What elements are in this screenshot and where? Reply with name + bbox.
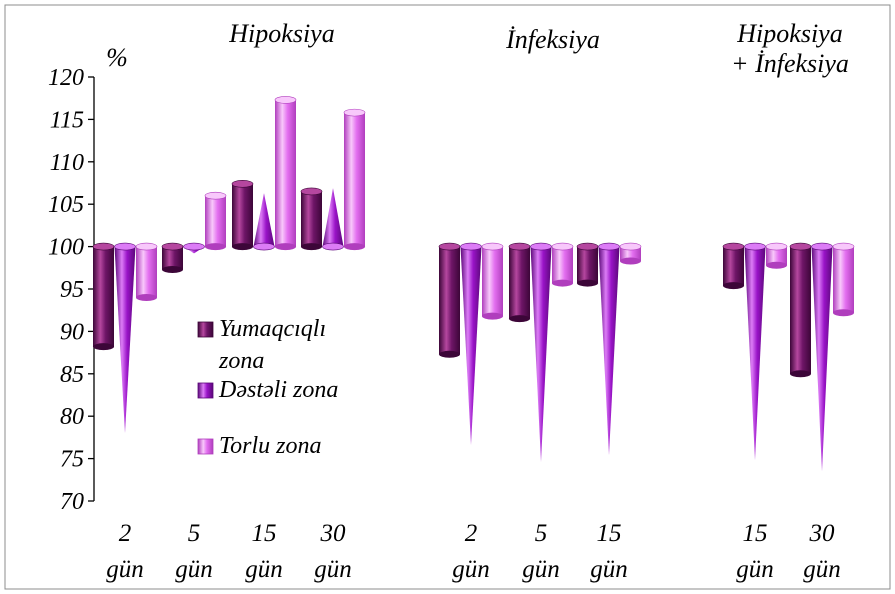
legend: Yumaqcıqlı zona Dəstəli zona Torlu zona [197,316,338,459]
group-title: Hipoksiya + İnfeksiya [731,19,849,78]
legend-item: Dəstəli zona [197,377,338,403]
y-tick-label: 85 [60,362,84,388]
bar-yumaqc-ql-zona [576,242,599,287]
bar-torlu-zona [343,108,366,251]
bar-yumaqc-ql-zona [508,242,531,323]
group-title: İnfeksiya [505,25,600,54]
plot-area [92,96,855,472]
category-label: 30 gün [803,520,841,583]
legend-item: Torlu zona [197,433,322,459]
bar-yumaqc-ql-zona [161,242,184,273]
bar-torlu-zona [481,242,504,320]
bar-torlu-zona [135,242,158,301]
legend-label: Torlu zona [219,433,322,459]
legend-item: Yumaqcıqlı zona [197,316,326,374]
bar-torlu-zona [832,242,855,317]
y-tick-label: 70 [60,489,84,515]
y-tick-label: 115 [50,107,84,133]
y-tick-label: 75 [60,447,84,473]
bar-torlu-zona [204,191,227,251]
bar-yumaqc-ql-zona [231,180,254,251]
y-axis: 70 75 80 85 90 95 100 105 110 115 120% [48,43,128,515]
bar-torlu-zona [274,96,297,251]
y-tick-label: 90 [60,319,84,345]
bar-d-st-li-zona [183,242,205,254]
y-tick-label: 110 [50,150,84,176]
category-label: 2 gün [106,520,144,583]
bar-d-st-li-zona [253,193,275,251]
bar-torlu-zona [619,242,642,265]
bar-d-st-li-zona [114,242,136,434]
y-tick-label: 105 [48,192,84,218]
bar-d-st-li-zona [744,242,766,461]
bar-yumaqc-ql-zona [300,187,323,251]
bar-d-st-li-zona [322,188,344,251]
category-label: 30 gün [314,520,352,583]
y-tick-label: 120 [48,65,84,91]
category-label: 15 gün [590,520,628,583]
category-label: 2 gün [452,520,490,583]
bar-yumaqc-ql-zona [722,242,745,290]
category-label: 5 gün [175,520,213,583]
bar-torlu-zona [551,242,574,287]
legend-label: Yumaqcıqlı zona [218,316,326,374]
y-axis-unit: % [106,43,128,72]
legend-label: Dəstəli zona [218,377,338,403]
bar-d-st-li-zona [598,242,620,456]
legend-swatch [197,321,214,338]
category-label: 5 gün [522,520,560,583]
bar-yumaqc-ql-zona [438,242,461,358]
category-label: 15 gün [736,520,774,583]
bar-d-st-li-zona [530,242,552,462]
legend-swatch [197,382,214,399]
y-tick-label: 95 [60,277,84,303]
bar-torlu-zona [765,242,788,269]
category-label: 15 gün [245,520,283,583]
y-tick-label: 100 [48,235,84,261]
labels: Hipoksiya 2 gün 5 gün 15 gün 30 gün İnfeksiya 2 gün… [106,19,849,583]
bar-yumaqc-ql-zona [92,242,115,351]
legend-swatch [197,438,214,455]
bar-d-st-li-zona [811,242,833,472]
group-title: Hipoksiya [228,19,334,48]
bar-d-st-li-zona [460,242,482,446]
bar-yumaqc-ql-zona [789,242,812,378]
y-tick-label: 80 [60,404,84,430]
